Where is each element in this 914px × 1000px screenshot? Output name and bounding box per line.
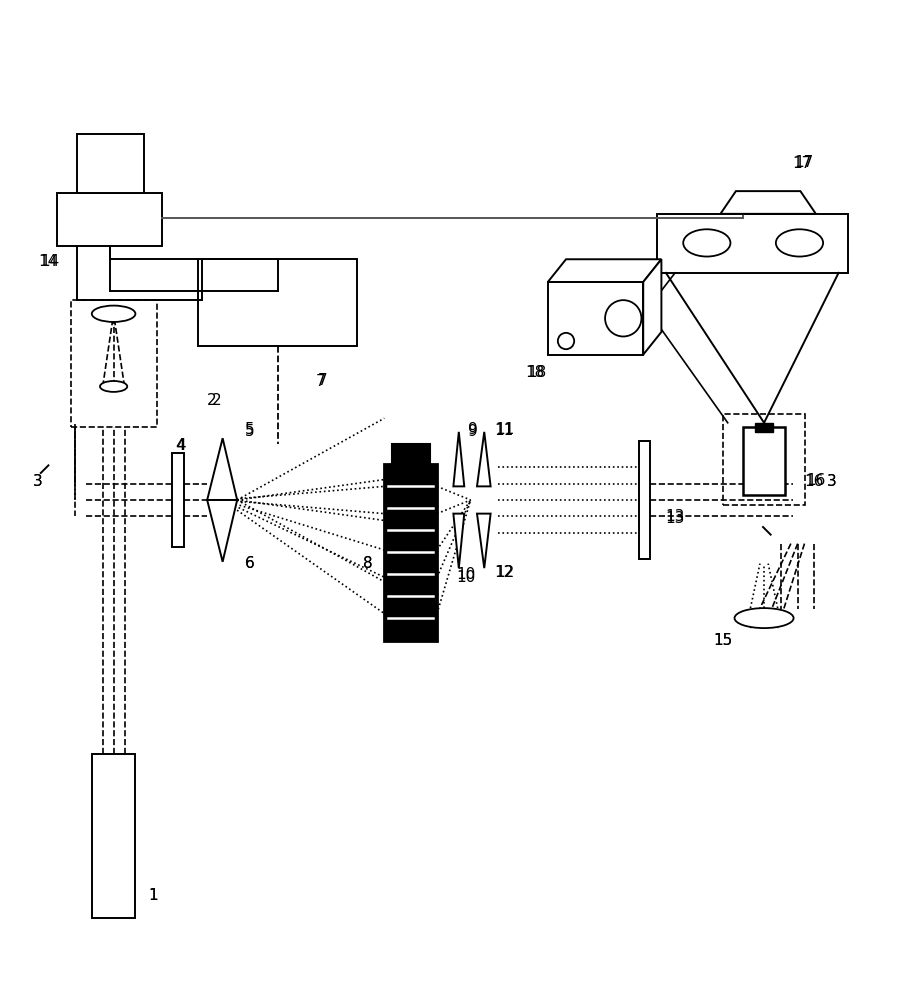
Polygon shape	[720, 191, 816, 214]
Text: 10: 10	[456, 570, 475, 585]
Text: 11: 11	[494, 423, 514, 438]
Polygon shape	[547, 259, 662, 282]
Text: 14: 14	[38, 254, 58, 269]
Text: 13: 13	[665, 511, 685, 526]
Text: 9: 9	[469, 422, 478, 437]
Text: 3: 3	[32, 474, 42, 489]
Text: 18: 18	[526, 365, 545, 380]
Text: 5: 5	[245, 422, 255, 437]
Bar	[384, 464, 437, 641]
Bar	[743, 427, 785, 495]
Bar	[91, 754, 135, 918]
Text: 3: 3	[826, 474, 836, 489]
Bar	[391, 444, 430, 464]
Polygon shape	[40, 465, 49, 474]
Bar	[755, 423, 773, 432]
Text: 5: 5	[245, 424, 255, 439]
Text: 1: 1	[148, 888, 157, 903]
Ellipse shape	[776, 229, 824, 257]
Polygon shape	[643, 259, 662, 355]
Text: 6: 6	[245, 556, 255, 571]
Bar	[657, 214, 847, 273]
Text: 13: 13	[665, 509, 685, 524]
Bar	[71, 300, 157, 427]
Text: 17: 17	[792, 156, 812, 171]
Text: 2: 2	[212, 393, 222, 408]
Text: 12: 12	[495, 565, 515, 580]
Polygon shape	[477, 432, 491, 486]
Text: 18: 18	[527, 365, 547, 380]
Text: 16: 16	[804, 474, 824, 489]
Text: 7: 7	[318, 373, 327, 388]
Text: 16: 16	[806, 473, 825, 488]
Text: 4: 4	[176, 438, 186, 453]
Ellipse shape	[683, 229, 730, 257]
Polygon shape	[762, 526, 771, 535]
Text: 11: 11	[495, 422, 515, 437]
Text: 3: 3	[826, 474, 836, 489]
Bar	[547, 282, 643, 355]
Text: 8: 8	[363, 556, 373, 571]
Polygon shape	[477, 514, 491, 568]
Polygon shape	[453, 514, 464, 568]
Text: 12: 12	[494, 565, 514, 580]
Text: 1: 1	[148, 888, 157, 903]
Text: 8: 8	[363, 556, 373, 571]
Bar	[198, 259, 357, 346]
Bar	[58, 193, 162, 246]
Polygon shape	[207, 500, 237, 562]
Ellipse shape	[558, 333, 574, 349]
Text: 15: 15	[714, 633, 733, 648]
Text: 15: 15	[714, 633, 733, 648]
Text: 6: 6	[245, 556, 255, 571]
Ellipse shape	[605, 300, 642, 336]
Text: 14: 14	[40, 254, 59, 269]
Ellipse shape	[100, 381, 127, 392]
Polygon shape	[207, 438, 237, 500]
Ellipse shape	[91, 306, 135, 322]
Bar	[723, 414, 805, 505]
Bar	[172, 453, 184, 547]
Text: 17: 17	[794, 155, 813, 170]
Text: 2: 2	[207, 393, 217, 408]
Text: 4: 4	[175, 438, 185, 453]
Polygon shape	[453, 432, 464, 486]
Text: 7: 7	[316, 374, 325, 389]
Text: 9: 9	[468, 424, 477, 439]
Ellipse shape	[735, 608, 793, 628]
Text: 3: 3	[32, 474, 42, 489]
Text: 10: 10	[456, 567, 475, 582]
Bar	[78, 134, 143, 193]
Bar	[639, 441, 651, 559]
